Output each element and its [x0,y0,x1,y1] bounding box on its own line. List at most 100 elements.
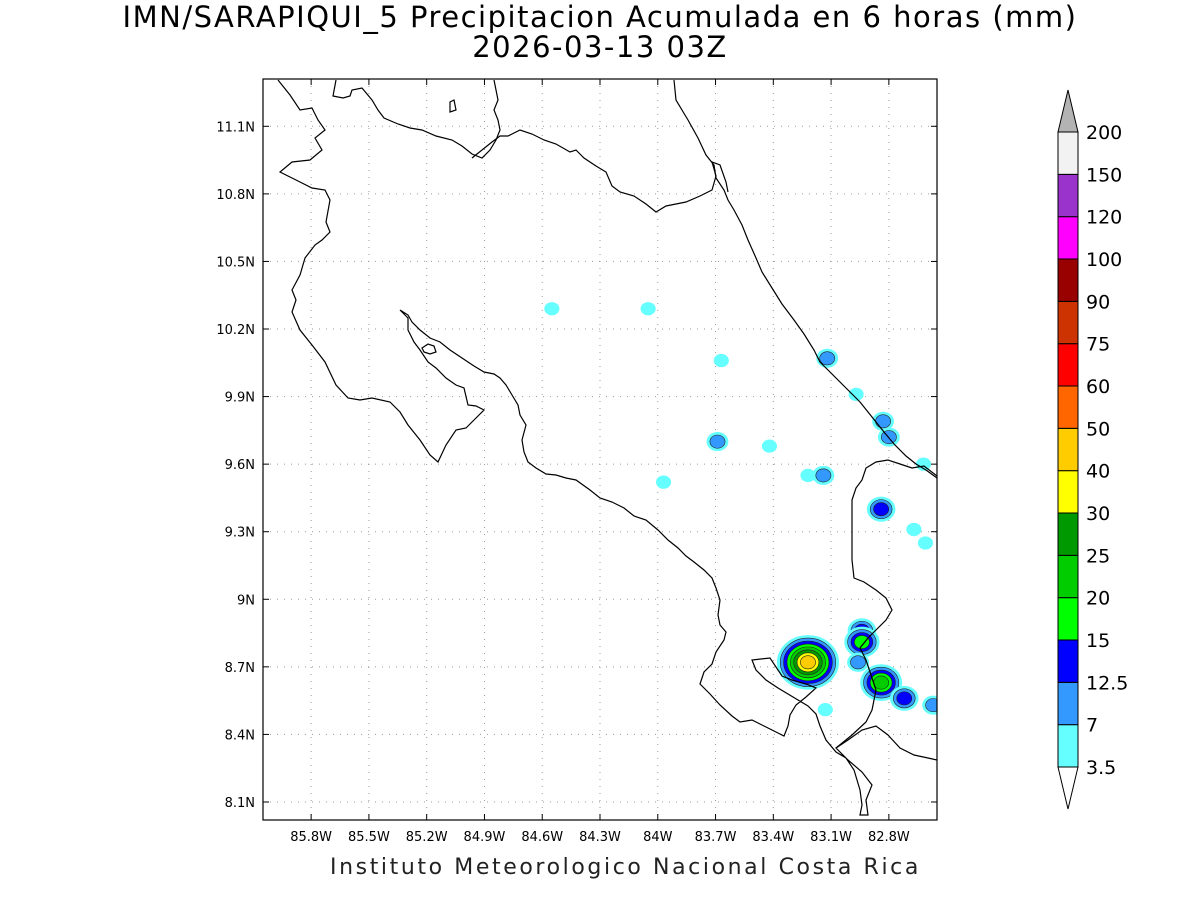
lon-tick-label: 83.4W [752,830,794,845]
colorbar-label: 12.5 [1086,672,1128,694]
precip-contour [875,414,891,429]
precip-contour [915,457,932,471]
precip-contour [873,502,890,517]
lon-tick-label: 83.7W [695,830,737,845]
lon-tick-label: 82.8W [868,830,910,845]
lon-tick-label: 85.5W [348,830,390,845]
precip-contour [925,698,937,713]
colorbar-label: 100 [1086,249,1122,271]
institution-credit: Instituto Meteorologico Nacional Costa R… [330,855,921,880]
precip-contour [896,691,913,706]
precip-contour [850,655,866,670]
precip-cell [917,536,934,550]
precipitation-field [544,302,937,717]
coastline-borders [277,79,937,816]
precip-cell [816,348,839,368]
precip-contour [906,522,922,537]
colorbar-label: 40 [1086,461,1110,483]
nicaragua-border [332,79,501,159]
precip-cell [847,652,869,672]
colorbar-label: 200 [1086,122,1122,144]
precip-cell [655,475,672,489]
colorbar-swatch [1057,131,1079,175]
lon-tick-label: 84W [643,830,673,845]
precip-contour [800,468,816,483]
lat-tick-label: 8.7N [225,661,255,676]
precip-contour [640,302,656,316]
lake-island-outline [449,99,457,113]
colorbar-label: 20 [1086,588,1110,610]
lat-tick-label: 8.4N [225,728,255,743]
colorbar-label: 30 [1086,503,1110,525]
lat-tick-label: 8.1N [225,796,255,811]
precip-contour [709,434,726,449]
island-outline [421,343,437,355]
precip-cell [776,635,840,690]
colorbar-label: 15 [1086,630,1110,652]
colorbar-swatch [1057,343,1079,387]
pacific-coastline [277,79,937,816]
colorbar-label: 120 [1086,207,1122,229]
latitude-axis: 8.1N 8.4N 8.7N 9N 9.3N 9.6N 9.9N 10.2N 10.5N 10.8… [216,120,937,811]
colorbar-upper-arrow [1057,89,1079,133]
lat-tick-label: 9.3N [225,526,255,541]
colorbar-swatch [1057,639,1079,683]
colorbar-swatch [1057,173,1079,218]
precip-cell [915,457,932,471]
precip-cell [817,703,833,717]
precip-cell [866,496,896,522]
precip-contour [544,302,560,316]
colorbar-swatch [1057,724,1079,768]
colorbar-lower-arrow [1057,766,1079,810]
precip-cell [860,664,903,702]
precip-cell [713,353,729,368]
precip-contour [873,675,890,690]
lat-tick-label: 9.6N [225,458,255,473]
colorbar-swatch [1057,681,1079,726]
colorbar-swatch [1057,512,1079,556]
panama-border [835,459,937,749]
precip-contour [848,387,864,401]
precip-cell [844,626,880,658]
lat-tick-label: 10.2N [216,323,255,338]
map-frame [262,78,938,821]
colorbar-swatch [1057,427,1079,472]
lon-tick-label: 85.8W [290,830,332,845]
precip-contour [655,475,672,489]
colorbar-label: 60 [1086,376,1110,398]
colorbar-swatch [1057,258,1079,302]
precip-cell [922,695,937,715]
lat-tick-label: 10.8N [216,188,255,203]
colorbar-legend: 3.5 7 12.5 15 20 25 30 40 50 60 75 90 100 120 150 200 [1057,89,1128,810]
precip-cell [544,302,560,316]
nicaragua-lake-shore [471,129,729,213]
lon-tick-label: 84.3W [579,830,621,845]
precip-contour [817,703,833,717]
precip-contour [917,536,934,550]
precip-contour [713,353,729,368]
lon-tick-label: 85.2W [406,830,448,845]
lon-tick-label: 84.6W [521,830,563,845]
precip-cell [761,439,778,453]
precip-cell [706,432,729,452]
precip-contour [819,351,836,366]
precip-cell [800,468,816,483]
colorbar-label: 7 [1086,715,1098,737]
map-title: IMN/SARAPIQUI_5 Precipitacion Acumulada … [122,0,1078,34]
colorbar-swatch [1057,554,1079,599]
lat-tick-label: 9.9N [225,391,255,406]
colorbar-label: 3.5 [1086,757,1116,779]
colorbar-swatch [1057,597,1079,641]
colorbar-swatch [1057,300,1079,345]
map-gridlines [263,79,937,820]
colorbar-label: 150 [1086,164,1122,186]
longitude-axis: 85.8W 85.5W 85.2W 84.9W 84.6W 84.3W 84W 83.7W 83… [290,79,910,845]
colorbar-label: 90 [1086,291,1110,313]
map-valid-time: 2026-03-13 03Z [472,30,728,64]
precip-contour [815,468,832,483]
precip-cell [812,465,835,485]
lon-tick-label: 83.1W [810,830,852,845]
caribbean-coastline [673,79,937,479]
